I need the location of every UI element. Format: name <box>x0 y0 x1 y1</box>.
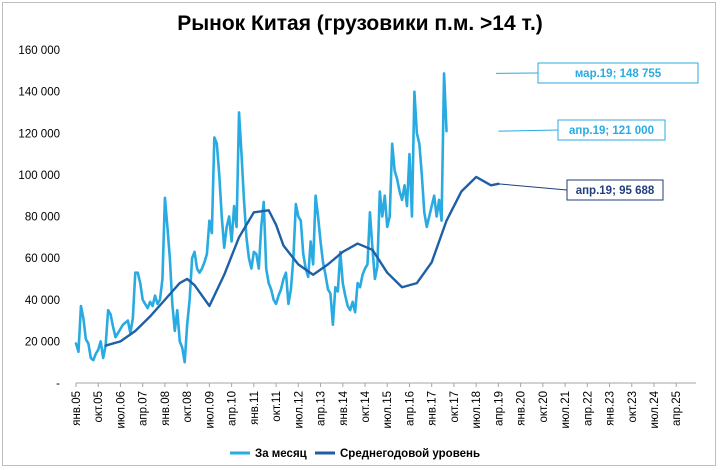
series-layer <box>74 72 500 364</box>
data-label-box <box>537 62 699 84</box>
y-tick-label: 160 000 <box>18 45 60 57</box>
x-tick-label: июл.12 <box>293 391 305 429</box>
data-label: апр.19; 121 000 <box>569 125 654 137</box>
y-tick-label: 60 000 <box>25 253 60 265</box>
x-tick-label: июл.21 <box>560 391 572 429</box>
x-tick-label: июл.09 <box>204 391 216 429</box>
x-tick-label: окт.20 <box>538 391 550 423</box>
x-tick-label: янв.14 <box>338 390 350 425</box>
x-tick-label: апр.25 <box>671 391 683 426</box>
data-label-leader <box>498 183 568 191</box>
data-label-box <box>557 119 666 141</box>
x-tick-label: янв.05 <box>71 391 83 426</box>
x-tick-label: апр.10 <box>227 391 239 426</box>
y-tick-label: 140 000 <box>18 87 60 99</box>
x-tick-label: апр.07 <box>138 391 150 426</box>
x-tick-label: июл.24 <box>649 390 661 428</box>
x-tick-label: апр.16 <box>404 391 416 426</box>
data-label: мар.19; 148 755 <box>575 68 662 80</box>
y-tick-label: - <box>56 378 60 390</box>
legend-label: За месяц <box>255 448 307 460</box>
x-tick-label: янв.20 <box>516 391 528 426</box>
x-tick-label: окт.05 <box>93 391 105 423</box>
x-tick-label: окт.17 <box>449 391 461 423</box>
x-tick-label: окт.11 <box>271 391 283 422</box>
data-label-leader <box>498 129 559 132</box>
x-tick-label: июл.06 <box>115 391 127 429</box>
x-tick-label: июл.15 <box>382 391 394 429</box>
x-tick-label: янв.08 <box>160 391 172 426</box>
data-labels: мар.19; 148 755 апр.19; 121 000 апр.19; 95… <box>495 62 699 201</box>
data-label-box <box>566 179 664 201</box>
x-tick-label: апр.13 <box>316 391 328 426</box>
x-tick-label: апр.19 <box>493 391 505 426</box>
x-tick-label: окт.08 <box>182 391 194 423</box>
y-axis: - 20 000 40 000 60 000 80 000 100 000 120 000 1… <box>18 45 60 390</box>
x-tick-label: окт.23 <box>627 391 639 423</box>
y-tick-label: 80 000 <box>25 212 60 224</box>
y-tick-label: 40 000 <box>25 295 60 307</box>
legend: За месяц Среднегодовой уровень <box>230 448 480 460</box>
x-tick-label: июл.18 <box>471 391 483 429</box>
y-tick-label: 120 000 <box>18 128 60 140</box>
y-tick-label: 100 000 <box>18 170 60 182</box>
data-label: апр.19; 95 688 <box>576 185 655 197</box>
series-line-monthly <box>74 72 448 364</box>
x-tick-label: янв.11 <box>249 391 261 425</box>
x-tick-label: янв.17 <box>427 391 439 426</box>
series-line-annual-average <box>104 175 500 347</box>
x-tick-label: окт.14 <box>360 390 372 422</box>
y-tick-label: 20 000 <box>25 336 60 348</box>
x-tick-label: янв.23 <box>605 391 617 426</box>
chart-title: Рынок Китая (грузовики п.м. >14 т.) <box>177 12 543 35</box>
x-tick-label: апр.22 <box>582 391 594 426</box>
legend-label: Среднегодовой уровень <box>340 448 480 460</box>
x-axis: янв.05 окт.05 июл.06 апр.07 янв.08 окт.08 июл.… <box>71 382 696 429</box>
